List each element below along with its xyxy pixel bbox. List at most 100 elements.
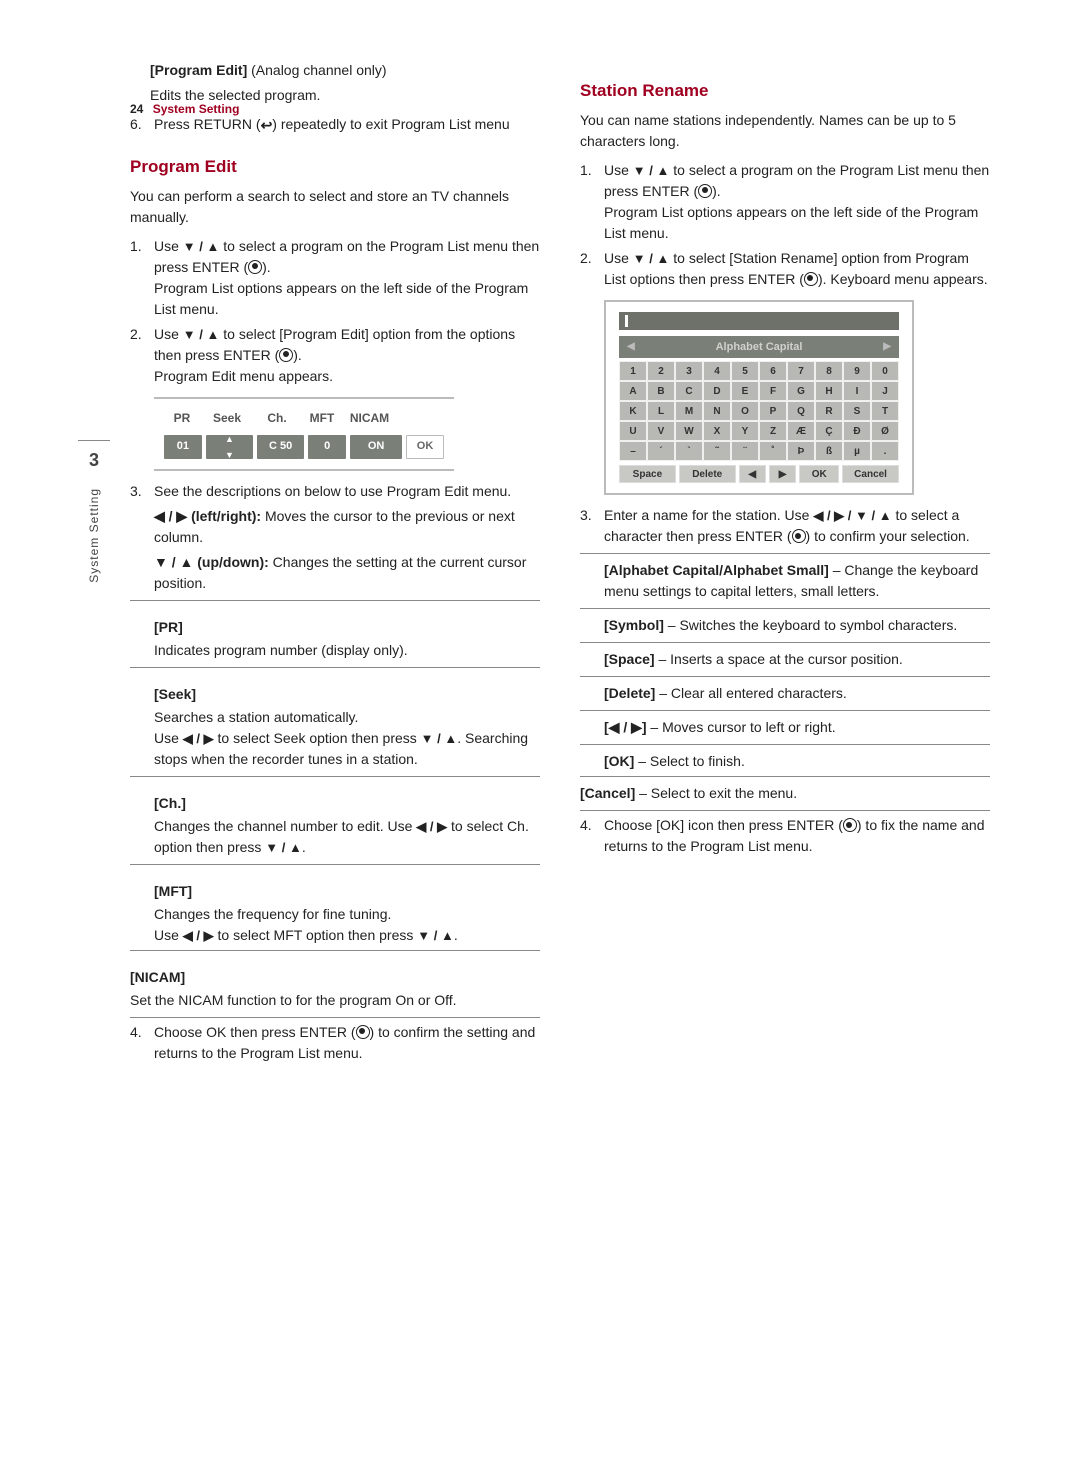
kb-key: 3 [675, 361, 703, 381]
updown-icon: ▼ / ▲ [421, 731, 458, 746]
kb-key: ´ [647, 441, 675, 461]
figure-keyboard-menu: ◀ Alphabet Capital ▶ 1234567890ABCDEFGHI… [604, 300, 914, 496]
sr-step-1: 1. Use ▼ / ▲ to select a program on the … [580, 160, 990, 244]
kb-key: ` [675, 441, 703, 461]
kb-key: ˜ [703, 441, 731, 461]
kb-ok-button: OK [799, 465, 839, 483]
pr-cell: 01 [164, 435, 202, 459]
kb-button-row: Space Delete ◀ ▶ OK Cancel [619, 465, 899, 483]
kb-key: 9 [843, 361, 871, 381]
program-edit-analog: (Analog channel only) [247, 62, 386, 78]
kb-space-button: Space [619, 465, 676, 483]
kb-key: P [759, 401, 787, 421]
enter-icon [804, 272, 818, 286]
updown-icon: ▼ / ▲ [183, 327, 220, 342]
pe-step-2: 2. Use ▼ / ▲ to select [Program Edit] op… [130, 324, 540, 387]
sr-step-4: 4. Choose [OK] icon then press ENTER () … [580, 815, 990, 857]
side-tab: 3 System Setting [78, 440, 110, 660]
kb-key: R [815, 401, 843, 421]
leftright-option: [◀ / ▶] – Moves cursor to left or right. [580, 710, 990, 738]
program-edit-intro: You can perform a search to select and s… [130, 186, 540, 228]
updown-icon: ▼ / ▲ [417, 928, 454, 943]
kb-row: 1234567890 [619, 361, 899, 381]
kb-key: Æ [787, 421, 815, 441]
nicam-section: [NICAM] Set the NICAM function to for th… [130, 950, 540, 1018]
kb-key: N [703, 401, 731, 421]
leftright-icon: ◀ / ▶ [183, 731, 214, 746]
symbol-option: [Symbol] – Switches the keyboard to symb… [580, 608, 990, 636]
kb-row: KLMNOPQRST [619, 401, 899, 421]
kb-key: A [619, 381, 647, 401]
kb-key: H [815, 381, 843, 401]
enter-icon [843, 818, 857, 832]
alphabet-option: [Alphabet Capital/Alphabet Small] – Chan… [580, 553, 990, 602]
kb-delete-button: Delete [679, 465, 736, 483]
kb-key: B [647, 381, 675, 401]
return-icon: ↩ [261, 115, 273, 136]
ch-section: [Ch.] Changes the channel number to edit… [130, 776, 540, 858]
page-number: 24 [130, 102, 143, 116]
kb-row: ABCDEFGHIJ [619, 381, 899, 401]
pe-step-4: 4. Choose OK then press ENTER () to conf… [130, 1022, 540, 1064]
mft-cell: 0 [308, 435, 346, 459]
kb-prev-icon: ◀ [627, 339, 635, 354]
kb-key: Ø [871, 421, 899, 441]
kb-row: –´`˜¨˚Þßµ. [619, 441, 899, 461]
enter-icon [356, 1025, 370, 1039]
seek-down-icon: ▼ [223, 447, 236, 463]
nicam-cell: ON [350, 435, 402, 459]
enter-icon [698, 184, 712, 198]
space-option: [Space] – Inserts a space at the cursor … [580, 642, 990, 670]
kb-key: 2 [647, 361, 675, 381]
kb-key: S [843, 401, 871, 421]
kb-key: µ [843, 441, 871, 461]
kb-mode-title: ◀ Alphabet Capital ▶ [619, 336, 899, 359]
kb-row: UVWXYZÆÇĐØ [619, 421, 899, 441]
kb-key: ˚ [759, 441, 787, 461]
ok-cell: OK [406, 435, 444, 459]
kb-key: 6 [759, 361, 787, 381]
station-rename-intro: You can name stations independently. Nam… [580, 110, 990, 152]
updown-icon: ▼ / ▲ [265, 840, 302, 855]
kb-key: C [675, 381, 703, 401]
kb-key: Đ [843, 421, 871, 441]
kb-key: O [731, 401, 759, 421]
all-arrows-icon: ◀ / ▶ / ▼ / ▲ [813, 508, 891, 523]
kb-key: D [703, 381, 731, 401]
kb-key: – [619, 441, 647, 461]
kb-key: 8 [815, 361, 843, 381]
kb-key: ß [815, 441, 843, 461]
kb-key: Z [759, 421, 787, 441]
kb-input-field [619, 312, 899, 330]
pe-step-3: 3. See the descriptions on below to use … [130, 481, 540, 502]
kb-key: X [703, 421, 731, 441]
delete-option: [Delete] – Clear all entered characters. [580, 676, 990, 704]
kb-key: 4 [703, 361, 731, 381]
kb-key: V [647, 421, 675, 441]
kb-cancel-button: Cancel [842, 465, 899, 483]
kb-key-grid: 1234567890ABCDEFGHIJKLMNOPQRSTUVWXYZÆÇĐØ… [619, 361, 899, 461]
fig-header-row: PR Seek Ch. MFT NICAM [162, 405, 446, 431]
cancel-option: [Cancel] – Select to exit the menu. [580, 776, 990, 811]
kb-key: Y [731, 421, 759, 441]
kb-key: U [619, 421, 647, 441]
side-tab-label: System Setting [85, 488, 103, 583]
updown-icon: ▼ / ▲ [633, 163, 670, 178]
updown-icon: ▼ / ▲ [183, 239, 220, 254]
kb-key: 1 [619, 361, 647, 381]
kb-left-button: ◀ [739, 465, 766, 483]
enter-icon [279, 348, 293, 362]
kb-key: K [619, 401, 647, 421]
updown-icon: ▼ / ▲ [633, 251, 670, 266]
pe-step-1: 1. Use ▼ / ▲ to select a program on the … [130, 236, 540, 320]
up-down-desc: ▼ / ▲ (up/down): Changes the setting at … [130, 552, 540, 594]
kb-key: Q [787, 401, 815, 421]
left-right-desc: ◀ / ▶ (left/right): Moves the cursor to … [130, 506, 540, 548]
kb-key: W [675, 421, 703, 441]
ch-cell: C 50 [257, 435, 304, 459]
kb-key: T [871, 401, 899, 421]
kb-key: G [787, 381, 815, 401]
ok-option: [OK] – Select to finish. [580, 744, 990, 772]
sr-step-3: 3. Enter a name for the station. Use ◀ /… [580, 505, 990, 547]
pr-section: [PR] Indicates program number (display o… [130, 600, 540, 661]
